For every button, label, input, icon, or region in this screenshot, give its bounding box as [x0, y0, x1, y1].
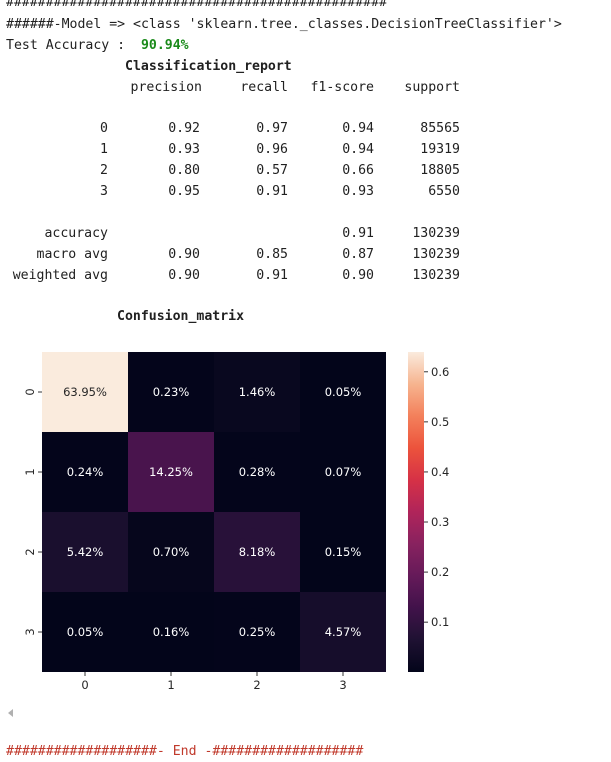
heatmap-cell-label: 0.28%	[239, 465, 276, 479]
heatmap-cell-label: 0.70%	[153, 545, 190, 559]
y-tick-label: 0	[23, 388, 37, 395]
report-cell: 0.80	[168, 163, 200, 178]
hash-separator-line: ########################################…	[6, 0, 388, 10]
report-row-label: 0	[100, 121, 108, 136]
heatmap-cell-label: 0.07%	[325, 465, 362, 479]
confusion-matrix-heatmap: 63.95% 0.23% 1.46% 0.05% 0.24% 14.25% 0.28% 0.0…	[23, 352, 449, 692]
model-line: ######-Model => <class 'sklearn.tree._cl…	[6, 17, 562, 32]
colorbar-tick-label: 0.1	[431, 615, 449, 629]
scroll-left-arrow-icon[interactable]	[8, 709, 13, 717]
heatmap-cell	[128, 432, 214, 512]
report-summary-cell: 0.85	[256, 247, 288, 262]
heatmap-cell	[128, 512, 214, 592]
y-tick-label: 1	[23, 468, 37, 475]
heatmap-cell	[214, 352, 300, 432]
heatmap-cell	[42, 512, 128, 592]
report-cell: 0.94	[342, 142, 374, 157]
report-header: support	[404, 80, 460, 95]
heatmap-cell	[214, 592, 300, 672]
colorbar-tick-label: 0.2	[431, 565, 449, 579]
accuracy-line: Test Accuracy : 90.94%	[6, 38, 189, 54]
report-header: f1-score	[310, 80, 374, 95]
accuracy-value: 90.94%	[140, 38, 189, 53]
report-cell: 0.66	[342, 163, 374, 178]
report-header: recall	[240, 80, 288, 95]
y-tick-label: 3	[23, 628, 37, 635]
colorbar-tick-label: 0.5	[431, 415, 449, 429]
colorbar-tick-label: 0.3	[431, 515, 449, 529]
x-tick-label: 0	[81, 678, 88, 692]
heatmap-cell-label: 0.16%	[153, 625, 190, 639]
heatmap-cell-label: 0.24%	[67, 465, 104, 479]
heatmap-cell-label: 63.95%	[63, 385, 107, 399]
report-summary-label: weighted avg	[12, 268, 108, 283]
heatmap-cell	[128, 352, 214, 432]
heatmap-cell	[214, 512, 300, 592]
heatmap-cell	[214, 432, 300, 512]
matrix-title: Confusion_matrix	[117, 309, 245, 324]
heatmap-cell	[42, 592, 128, 672]
report-row-label: 1	[100, 142, 108, 157]
heatmap-cell	[42, 432, 128, 512]
report-cell: 0.92	[168, 121, 200, 136]
heatmap-cell-label: 0.05%	[67, 625, 104, 639]
heatmap-cell-label: 1.46%	[239, 385, 276, 399]
heatmap-cell	[300, 352, 386, 432]
report-summary-cell: 0.90	[342, 268, 374, 283]
heatmap-cell-label: 14.25%	[149, 465, 193, 479]
report-cell: 0.97	[256, 121, 288, 136]
heatmap-cell-label: 0.23%	[153, 385, 190, 399]
heatmap-cell-label: 4.57%	[325, 625, 362, 639]
heatmap-cell	[300, 592, 386, 672]
y-tick-label: 2	[23, 548, 37, 555]
report-cell: 0.94	[342, 121, 374, 136]
heatmap-cell-label: 8.18%	[239, 545, 276, 559]
report-summary-label: accuracy	[44, 226, 108, 241]
heatmap-cell-label: 0.15%	[325, 545, 362, 559]
report-summary-cell: 0.87	[342, 247, 374, 262]
report-summary-cell: 0.91	[256, 268, 288, 283]
report-cell: 0.91	[256, 184, 288, 199]
x-tick-label: 2	[253, 678, 260, 692]
colorbar	[408, 352, 424, 672]
colorbar-tick-label: 0.6	[431, 365, 449, 379]
report-header: precision	[130, 80, 202, 95]
report-cell: 0.93	[168, 142, 200, 157]
report-cell: 18805	[420, 163, 460, 178]
heatmap-cell-label: 5.42%	[67, 545, 104, 559]
report-summary-cell: 0.91	[342, 226, 374, 241]
report-summary-cell: 130239	[412, 247, 460, 262]
report-cell: 0.57	[256, 163, 288, 178]
accuracy-label: Test Accuracy :	[6, 38, 141, 53]
report-summary-cell: 0.90	[168, 247, 200, 262]
heatmap-cell	[300, 432, 386, 512]
report-summary-cell: 130239	[412, 268, 460, 283]
report-cell: 6550	[428, 184, 460, 199]
heatmap-cell-label: 0.25%	[239, 625, 276, 639]
report-summary-cell: 0.90	[168, 268, 200, 283]
heatmap-cell	[42, 352, 128, 432]
report-cell: 19319	[420, 142, 460, 157]
report-row-label: 3	[100, 184, 108, 199]
end-line: ###################- End -##############…	[6, 744, 364, 759]
report-summary-label: macro avg	[36, 247, 108, 262]
report-cell: 0.93	[342, 184, 374, 199]
heatmap-cell	[128, 592, 214, 672]
heatmap-cell-label: 0.05%	[325, 385, 362, 399]
x-tick-label: 1	[167, 678, 174, 692]
report-summary-cell: 130239	[412, 226, 460, 241]
report-cell: 0.96	[256, 142, 288, 157]
report-row-label: 2	[100, 163, 108, 178]
heatmap-cell	[300, 512, 386, 592]
report-title: Classification_report	[125, 59, 292, 74]
colorbar-tick-label: 0.4	[431, 465, 449, 479]
x-tick-label: 3	[339, 678, 346, 692]
report-cell: 85565	[420, 121, 460, 136]
report-cell: 0.95	[168, 184, 200, 199]
